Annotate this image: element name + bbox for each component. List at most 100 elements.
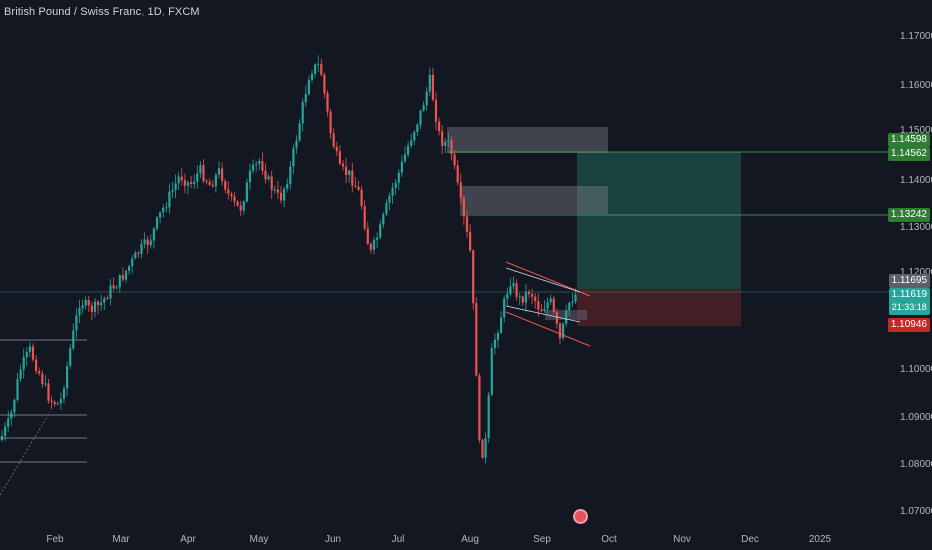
time-axis-label: 2025 <box>808 534 832 545</box>
candle-body <box>500 317 503 333</box>
candle-body <box>341 163 345 167</box>
candle-body <box>47 383 50 401</box>
price-tag-upper1: 1.14598 <box>887 133 930 147</box>
candle-body <box>345 166 348 176</box>
time-axis-label: Aug <box>461 534 479 545</box>
candle-body <box>245 182 248 202</box>
candle-body <box>555 312 558 324</box>
candle-body <box>450 140 453 155</box>
candle-body <box>360 189 363 207</box>
candle-body <box>10 412 13 419</box>
candle-body <box>261 160 264 171</box>
candle-body <box>13 399 16 413</box>
candle-body <box>413 131 416 141</box>
candle-body <box>59 398 62 404</box>
price-axis-label: 1.09000 <box>900 412 932 423</box>
candle-body <box>202 165 205 182</box>
candle-body <box>41 373 44 385</box>
candle-body <box>568 302 571 311</box>
candle-body <box>351 170 354 186</box>
time-axis-label: Sep <box>533 534 551 545</box>
price-tag-mid: 1.13242 <box>887 208 930 222</box>
time-axis-label: Mar <box>112 534 130 545</box>
time-axis-label: Dec <box>741 534 759 545</box>
candle-body <box>16 379 19 400</box>
price-axis-label: 1.13000 <box>900 222 932 233</box>
candle-body <box>171 189 174 192</box>
candle-body <box>159 212 162 218</box>
price-axis-label: 1.08000 <box>900 459 932 470</box>
candle-body <box>431 74 434 100</box>
candle-body <box>496 332 500 340</box>
price-tag-last: 1.11619 21:33:18 <box>888 288 930 315</box>
symbol-title[interactable]: British Pound / Swiss Franc, 1D, FXCM <box>4 6 200 18</box>
candle-body <box>416 124 419 132</box>
candle-body <box>410 140 413 146</box>
time-axis-label: Nov <box>673 534 691 545</box>
candle-body <box>388 195 391 203</box>
candle-body <box>146 239 149 246</box>
candle-body <box>255 163 258 165</box>
time-axis-label: Oct <box>601 534 617 545</box>
candle-body <box>537 301 540 310</box>
price-axis-label: 1.12000 <box>900 267 932 278</box>
candle-body <box>314 64 317 74</box>
candle-body <box>462 198 465 217</box>
price-axis-label: 1.16000 <box>900 80 932 91</box>
tradingview-logo-icon[interactable] <box>573 509 588 524</box>
time-axis-label: Jun <box>324 534 342 545</box>
zone-box <box>447 127 608 153</box>
candle-body <box>115 287 118 289</box>
candle-body <box>428 74 431 92</box>
candle-body <box>434 99 438 122</box>
candle-body <box>28 346 31 352</box>
candle-body <box>97 301 100 306</box>
candle-body <box>524 291 527 303</box>
candle-body <box>332 133 335 147</box>
candle-body <box>230 193 233 197</box>
candle-body <box>242 201 245 211</box>
candle-body <box>366 228 369 244</box>
candle-body <box>233 196 236 202</box>
candle-body <box>484 438 487 458</box>
candle-body <box>493 339 496 349</box>
candle-body <box>252 164 255 171</box>
candle-body <box>87 299 90 306</box>
candle-body <box>121 275 124 280</box>
candle-body <box>131 258 134 267</box>
candle-body <box>273 189 276 191</box>
candle-body <box>540 309 543 311</box>
candle-body <box>236 201 239 206</box>
candle-body <box>19 369 22 380</box>
candle-body <box>208 182 211 185</box>
candle-body <box>93 301 97 312</box>
candle-body <box>422 105 425 111</box>
candle-body <box>385 202 388 215</box>
candle-body <box>515 283 518 297</box>
long-position-stop-zone <box>577 289 741 326</box>
candle-body <box>562 323 565 339</box>
candle-body <box>214 174 217 187</box>
candle-body <box>348 170 351 176</box>
candle-body <box>320 64 323 75</box>
candle-body <box>199 165 202 174</box>
candle-body <box>155 217 159 229</box>
candle-body <box>75 315 78 331</box>
candle-body <box>518 296 521 298</box>
candle-body <box>304 94 307 103</box>
candle-body <box>329 111 332 134</box>
candle-body <box>217 168 221 175</box>
candle-body <box>400 161 403 173</box>
price-axis-label: 1.15000 <box>900 125 932 136</box>
candle-body <box>283 188 286 201</box>
price-tag-stop: 1.10946 <box>887 318 930 332</box>
last-price: 1.11619 <box>891 289 927 300</box>
trend-line <box>0 411 51 496</box>
candle-body <box>279 192 283 201</box>
candle-body <box>323 74 326 94</box>
symbol-name: British Pound / Swiss Franc <box>4 6 142 18</box>
candle-body <box>22 357 25 370</box>
candle-body <box>465 216 469 232</box>
candle-body <box>276 189 279 193</box>
